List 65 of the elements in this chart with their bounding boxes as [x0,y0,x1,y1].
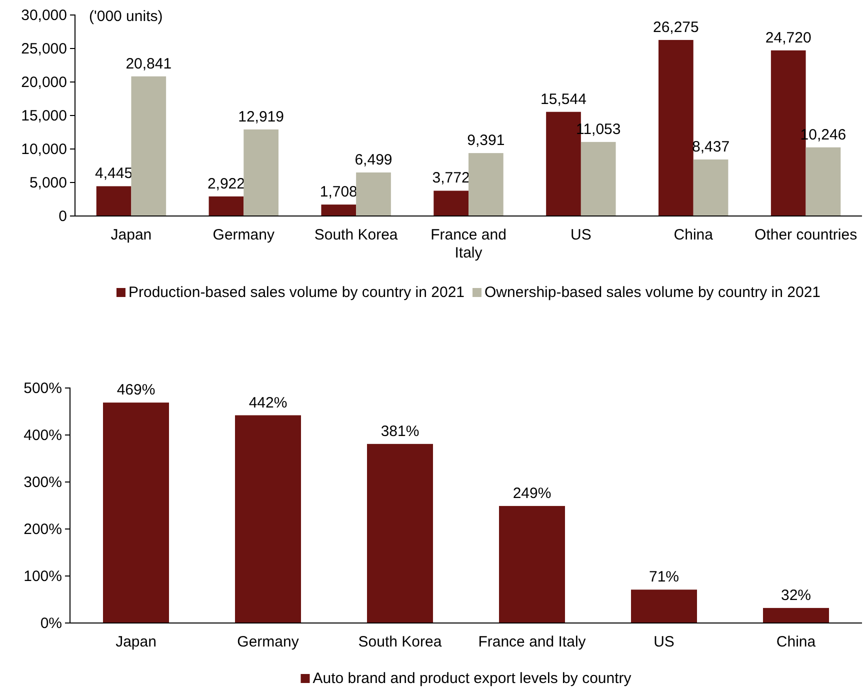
x-tick-label: Japan [110,226,152,244]
x-tick-label: China [776,634,816,651]
bar [235,415,301,623]
data-label: 2,922 [207,175,245,192]
data-label: 12,919 [238,108,284,126]
data-label: 32% [780,586,812,604]
x-tick-label: South Korea [358,634,442,651]
bar [103,402,169,623]
bar [468,153,504,216]
bar [208,196,244,216]
y-tick-label: 200% [24,520,62,538]
bar [434,190,468,216]
x-tick-label: China [674,226,714,244]
bar [763,608,829,623]
bar [244,129,278,216]
legend-label: Production-based sales volume by country in 2021 [128,284,465,301]
bar [693,159,728,216]
y-tick-label: 30,000 [21,6,67,24]
bar [631,590,697,623]
x-tick-label: Japan [116,634,156,651]
data-label: 26,275 [652,18,699,36]
x-tick-label: Germany [212,226,275,244]
bar [658,40,694,216]
data-label: 442% [248,394,288,412]
y-tick-label: 0% [40,614,62,632]
x-tick-label: South Korea [314,226,398,244]
bar [356,172,391,216]
y-tick-label: 300% [24,474,62,491]
y-tick-label: 5,000 [29,174,67,192]
data-label: 4,445 [95,165,133,182]
data-label: 3,772 [432,170,470,187]
y-tick-label: 20,000 [21,74,67,91]
annotation: ('000 units) [89,8,163,25]
x-tick-label: Germany [237,634,300,651]
data-label: 469% [116,382,156,399]
y-tick-label: 25,000 [21,40,67,58]
bar [321,204,356,216]
bar [580,142,616,216]
bar [499,506,565,623]
data-label: 6,499 [354,151,392,168]
data-label: 249% [512,484,552,502]
bar [96,186,132,216]
bar [806,147,841,216]
bar [131,76,166,216]
bar [367,444,433,623]
legend-label: Ownership-based sales volume by country in 2021 [484,284,821,301]
x-tick-label: US [654,634,674,651]
x-tick-label: France and Italy [478,634,586,651]
x-tick-label: US [570,226,592,244]
y-tick-label: 400% [24,426,62,444]
y-tick-label: 500% [24,380,62,397]
data-label: 9,391 [467,132,505,150]
x-tick-label: Other countries [754,226,858,244]
y-tick-label: 0 [58,208,67,225]
y-tick-label: 10,000 [21,140,67,158]
y-tick-label: 100% [24,568,62,585]
data-label: 24,720 [765,29,812,46]
data-label: 381% [380,422,420,440]
legend-label: Auto brand and product export levels by country [312,670,632,687]
data-label: 20,841 [126,55,172,72]
data-label: 71% [648,568,680,586]
data-label: 1,708 [320,184,358,201]
x-tick-label: France and Italy [430,226,506,262]
y-tick-label: 15,000 [21,107,67,124]
data-label: 15,544 [540,90,586,108]
